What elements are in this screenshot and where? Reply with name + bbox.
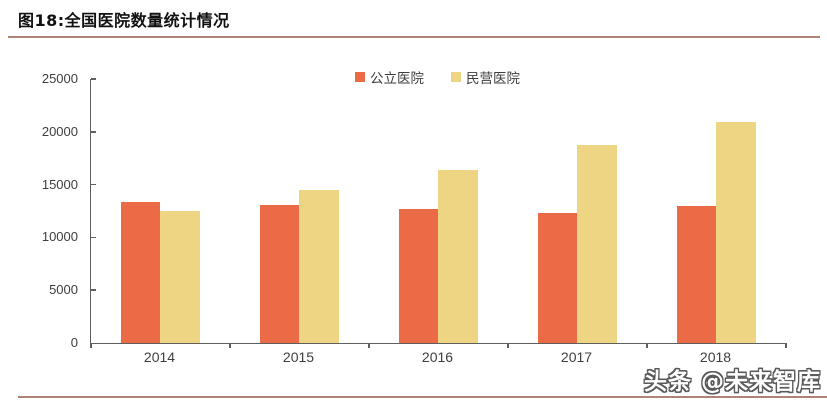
bar-public-2016 xyxy=(399,208,438,343)
legend-label-private: 民营医院 xyxy=(466,71,520,86)
legend-item-private: 民营医院 xyxy=(451,67,520,87)
x-axis-label-2015: 2015 xyxy=(282,349,315,365)
bar-public-2018 xyxy=(677,206,716,343)
y-axis-tick xyxy=(91,236,96,239)
plot-area xyxy=(90,78,787,348)
x-axis-label-2016: 2016 xyxy=(421,349,454,365)
y-axis-tick-label: 15000 xyxy=(41,176,78,192)
y-axis-tick xyxy=(91,131,96,133)
legend-label-public: 公立医院 xyxy=(370,71,424,86)
title-rule xyxy=(8,36,820,38)
x-axis-tick xyxy=(368,342,370,348)
x-axis-label-2014: 2014 xyxy=(143,349,176,365)
legend-item-public: 公立医院 xyxy=(355,67,424,87)
x-axis-tick xyxy=(507,342,509,348)
footer-rule xyxy=(18,396,827,398)
y-axis-tick-label: 5000 xyxy=(49,282,78,298)
bar-public-2017 xyxy=(538,213,577,343)
x-axis-label-2017: 2017 xyxy=(560,349,593,365)
legend-swatch-private-icon xyxy=(451,72,461,82)
x-axis-tick xyxy=(785,342,787,348)
watermark-text: 头条 @未来智库 xyxy=(643,369,821,395)
x-axis-tick xyxy=(90,342,92,348)
y-axis-tick xyxy=(91,289,96,291)
x-axis-tick xyxy=(646,342,648,348)
bar-public-2014 xyxy=(121,202,160,343)
figure-title: 图18:全国医院数量统计情况 xyxy=(18,11,230,30)
bar-private-2016 xyxy=(438,169,478,343)
bar-private-2017 xyxy=(577,144,617,343)
bar-private-2015 xyxy=(299,189,339,343)
chart-legend: 公立医院 民营医院 xyxy=(90,67,785,87)
y-axis-tick xyxy=(91,78,96,80)
legend-swatch-public-icon xyxy=(355,72,365,82)
y-axis-tick xyxy=(91,183,96,186)
y-axis-tick-label: 0 xyxy=(70,335,78,350)
bar-public-2015 xyxy=(260,205,299,343)
x-axis-label-2018: 2018 xyxy=(699,349,732,365)
y-axis-tick-label: 10000 xyxy=(41,229,78,245)
y-axis-tick-label: 20000 xyxy=(41,123,78,139)
bar-private-2014 xyxy=(160,210,200,343)
bar-private-2018 xyxy=(716,121,756,343)
y-axis-tick-label: 25000 xyxy=(41,71,78,86)
x-axis-tick xyxy=(229,342,231,348)
